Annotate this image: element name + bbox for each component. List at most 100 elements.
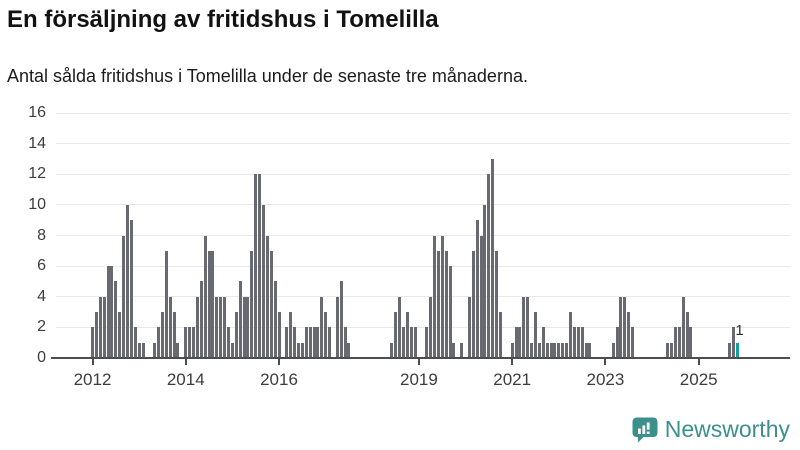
bar xyxy=(732,327,736,358)
bar xyxy=(514,327,518,358)
bar xyxy=(565,342,569,358)
x-axis-year-label: 2012 xyxy=(73,370,112,389)
bar xyxy=(557,342,561,358)
bar xyxy=(277,312,281,358)
bar xyxy=(401,327,405,358)
bar xyxy=(409,327,413,358)
bar xyxy=(510,342,514,358)
bar xyxy=(440,235,444,358)
bar xyxy=(487,174,491,358)
x-axis-year-label: 2016 xyxy=(260,370,298,389)
bar xyxy=(230,342,234,358)
bar xyxy=(192,327,196,358)
bar xyxy=(250,250,254,358)
bar xyxy=(425,327,429,358)
bar xyxy=(133,327,137,358)
bar xyxy=(219,296,223,358)
bar xyxy=(160,312,164,358)
gridline-y-8 xyxy=(56,235,790,236)
bar xyxy=(347,342,351,358)
bar xyxy=(728,342,732,358)
bar xyxy=(246,296,250,358)
bar xyxy=(316,327,320,358)
bar xyxy=(335,296,339,358)
y-axis-tick-label: 8 xyxy=(37,226,46,244)
bar xyxy=(397,296,401,358)
bar xyxy=(627,312,631,358)
newsworthy-wordmark: Newsworthy xyxy=(664,416,790,442)
bar xyxy=(258,174,262,358)
bar xyxy=(269,250,273,358)
gridline-y-6 xyxy=(56,265,790,267)
x-axis-year-label: 2023 xyxy=(586,370,625,389)
bar xyxy=(254,174,258,358)
bar xyxy=(413,327,417,358)
y-axis-tick-label: 14 xyxy=(28,134,46,152)
bar xyxy=(670,342,673,358)
bar xyxy=(122,235,126,358)
bar xyxy=(432,235,436,358)
bar xyxy=(157,327,161,358)
x-axis-tick xyxy=(91,359,94,365)
x-axis-tick xyxy=(511,359,514,365)
bar xyxy=(207,250,211,358)
bar xyxy=(681,296,685,358)
bar xyxy=(324,312,328,358)
bar xyxy=(537,342,541,358)
latest-value-label: 1 xyxy=(735,321,744,339)
bar xyxy=(572,327,576,358)
bar xyxy=(499,312,503,358)
bar xyxy=(584,342,588,358)
bar xyxy=(129,220,133,358)
chart-title: En försäljning av fritidshus i Tomelilla xyxy=(7,6,439,33)
bar xyxy=(405,312,409,358)
y-axis-tick-label: 6 xyxy=(37,257,46,275)
bar xyxy=(300,342,304,358)
bar xyxy=(188,327,192,358)
bar xyxy=(580,327,584,358)
bar xyxy=(320,296,324,358)
bar xyxy=(265,235,269,358)
bar xyxy=(390,342,394,358)
bar xyxy=(518,327,522,358)
x-axis-line xyxy=(51,357,790,359)
bar xyxy=(223,296,227,358)
bar xyxy=(211,250,215,358)
bar xyxy=(137,342,141,358)
x-axis-tick xyxy=(278,359,281,365)
bar xyxy=(215,296,219,358)
y-axis-tick-label: 10 xyxy=(28,195,46,213)
bar xyxy=(102,296,106,358)
bar xyxy=(293,327,297,358)
bar xyxy=(339,281,343,358)
newsworthy-logo: Newsworthy xyxy=(632,416,790,443)
bar xyxy=(530,342,534,358)
bar xyxy=(549,342,553,358)
bar xyxy=(689,327,693,358)
bar xyxy=(343,327,347,358)
bar xyxy=(467,296,471,358)
bar xyxy=(545,342,549,358)
bar xyxy=(308,327,312,358)
bar xyxy=(561,342,565,358)
bar xyxy=(195,296,199,358)
bar xyxy=(673,327,677,358)
bar xyxy=(238,281,242,358)
bar xyxy=(98,296,102,358)
bar xyxy=(615,327,619,358)
bar xyxy=(227,327,230,358)
bar xyxy=(289,312,293,358)
x-axis-year-label: 2019 xyxy=(400,370,438,389)
gridline-y-12 xyxy=(56,173,790,175)
bar xyxy=(666,342,670,358)
bar xyxy=(568,312,572,358)
gridline-y-4 xyxy=(56,296,790,298)
bar xyxy=(114,281,118,358)
bar xyxy=(94,312,98,358)
bar xyxy=(526,296,530,358)
bar xyxy=(199,281,203,358)
y-axis-tick-label: 4 xyxy=(37,287,46,305)
x-axis-year-label: 2014 xyxy=(166,370,205,389)
bar xyxy=(125,204,129,358)
y-axis-tick-label: 16 xyxy=(28,104,46,121)
